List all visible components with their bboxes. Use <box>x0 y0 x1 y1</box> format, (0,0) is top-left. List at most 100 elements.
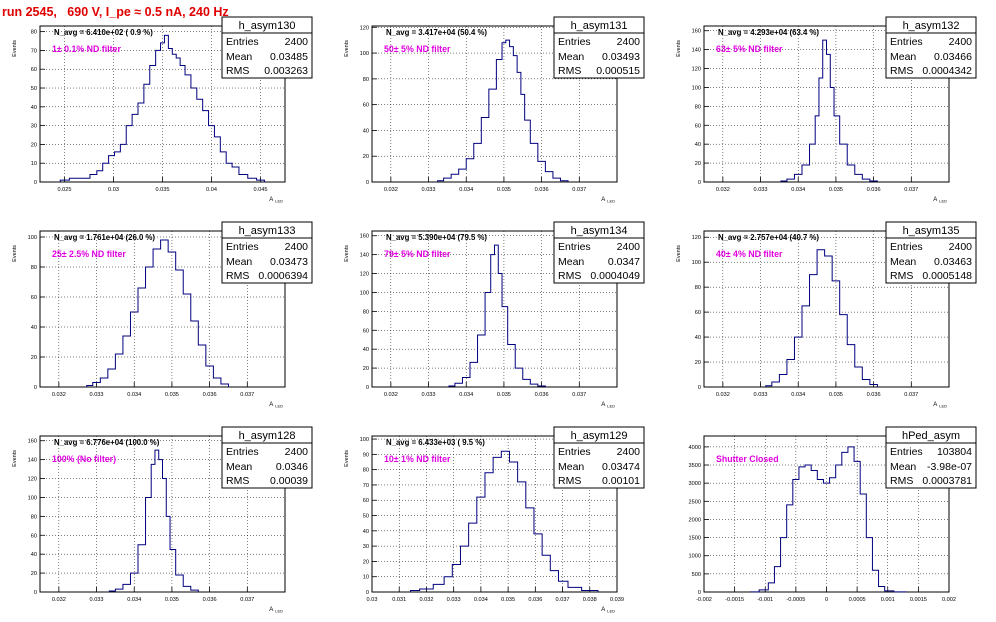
y-tick-label: 40 <box>363 529 369 535</box>
stats-label-mean: Mean <box>558 256 584 268</box>
y-tick-label: 60 <box>695 310 701 316</box>
stats-box: h_asym130 Entries 2400 Mean 0.03485 RMS 0.0032… <box>221 16 313 79</box>
navg-label: N_avg = 6.410e+02 ( 0.9 %) <box>54 28 153 37</box>
stats-label-rms: RMS <box>226 270 249 282</box>
y-tick-label: 160 <box>28 439 37 445</box>
y-tick-label: 160 <box>692 29 701 35</box>
filter-label: 1± 0.1% ND filter <box>52 44 121 54</box>
stats-value-mean: 0.03474 <box>602 461 640 473</box>
x-tick-label: 0.034 <box>791 187 805 193</box>
y-axis-label: Events <box>344 40 350 57</box>
stats-box: h_asym131 Entries 2400 Mean 0.03493 RMS 0.0005… <box>553 16 645 79</box>
x-tick-label: 0.033 <box>90 392 104 398</box>
histogram-name: h_asym134 <box>571 225 628 237</box>
stats-value-mean: 0.0346 <box>276 461 308 473</box>
navg-label: N_avg = 4.293e+04 (63.4 %) <box>718 28 819 37</box>
stats-label-entries: Entries <box>890 241 923 253</box>
stats-label-entries: Entries <box>226 241 259 253</box>
x-tick-label: 0 <box>825 597 828 603</box>
y-tick-label: 1000 <box>689 554 701 560</box>
x-axis-label: A LED <box>601 197 615 204</box>
stats-box-frame <box>221 16 313 79</box>
y-tick-label: 70 <box>31 48 37 54</box>
navg-label: N_avg = 5.390e+04 (79.5 %) <box>386 233 487 242</box>
y-tick-label: 100 <box>28 235 37 241</box>
stats-value-rms: 0.00101 <box>602 475 640 487</box>
y-tick-label: 80 <box>31 514 37 520</box>
x-tick-label: 0.036 <box>203 392 217 398</box>
stats-box-frame <box>553 221 645 284</box>
y-tick-label: 90 <box>363 452 369 458</box>
y-tick-label: 0 <box>698 180 701 186</box>
x-tick-label: 0.036 <box>535 187 549 193</box>
x-tick-label: 0.035 <box>497 187 511 193</box>
x-tick-label: 0.035 <box>501 597 515 603</box>
x-tick-label: 0.04 <box>206 187 217 193</box>
y-tick-label: 0 <box>34 180 37 186</box>
x-tick-label: 0.033 <box>422 392 436 398</box>
histogram-name: h_asym132 <box>903 20 960 32</box>
histogram-name: h_asym128 <box>239 430 296 442</box>
x-axis-label: A LED <box>269 402 283 409</box>
x-tick-label: 0.036 <box>867 392 881 398</box>
stats-value-mean: 0.03473 <box>270 256 308 268</box>
x-tick-label: -0.002 <box>696 597 712 603</box>
y-tick-label: 50 <box>363 514 369 520</box>
stats-label-mean: Mean <box>226 256 252 268</box>
x-tick-label: 0.037 <box>904 392 918 398</box>
stats-box-frame <box>553 16 645 79</box>
stats-value-entries: 2400 <box>617 446 641 458</box>
x-tick-label: 0.039 <box>610 597 624 603</box>
y-tick-label: 120 <box>360 25 369 31</box>
y-tick-label: 60 <box>363 103 369 109</box>
filter-label: 79± 5% ND filter <box>384 249 451 259</box>
y-tick-label: 2500 <box>689 499 701 505</box>
x-tick-label: 0.032 <box>384 392 398 398</box>
x-tick-label: 0.033 <box>754 392 768 398</box>
x-tick-label: 0.037 <box>240 392 254 398</box>
y-tick-label: 100 <box>692 85 701 91</box>
x-tick-label: 0.035 <box>156 187 170 193</box>
navg-label: N_avg = 6.776e+04 (100.0 %) <box>54 438 160 447</box>
stats-label-rms: RMS <box>558 270 581 282</box>
y-tick-label: 0 <box>34 590 37 596</box>
y-tick-label: 0 <box>698 385 701 391</box>
filter-label: 100% (No filter) <box>52 454 116 464</box>
x-tick-label: 0.045 <box>254 187 268 193</box>
stats-label-mean: Mean <box>890 256 916 268</box>
x-tick-label: 0.038 <box>583 597 597 603</box>
filter-label: 10± 1% ND filter <box>384 454 451 464</box>
y-tick-label: 40 <box>31 552 37 558</box>
x-tick-label: 0.035 <box>165 597 179 603</box>
x-tick-label: 0.025 <box>58 187 72 193</box>
y-axis-label: Events <box>676 40 682 57</box>
y-tick-label: 100 <box>28 495 37 501</box>
x-tick-label: 0.002 <box>942 597 956 603</box>
x-tick-label: -0.0015 <box>725 597 744 603</box>
stats-value-mean: 0.03466 <box>934 51 972 63</box>
y-axis-label: Events <box>344 245 350 262</box>
y-tick-label: 120 <box>28 477 37 483</box>
x-tick-label: 0.031 <box>392 597 406 603</box>
navg-label: N_avg = 2.757e+04 (40.7 %) <box>718 233 819 242</box>
x-tick-label: 0.001 <box>881 597 895 603</box>
y-tick-label: 40 <box>695 335 701 341</box>
stats-label-mean: Mean <box>226 461 252 473</box>
y-tick-label: 0 <box>698 590 701 596</box>
x-axis-label-sub: LED <box>275 609 283 614</box>
y-tick-label: 100 <box>360 51 369 57</box>
y-tick-label: 20 <box>31 142 37 148</box>
y-tick-label: 0 <box>34 385 37 391</box>
y-tick-label: 30 <box>31 124 37 130</box>
stats-box-frame <box>553 426 645 489</box>
stats-value-rms: 0.0004342 <box>922 65 972 77</box>
y-tick-label: 140 <box>692 48 701 54</box>
x-axis-label-sub: LED <box>607 609 615 614</box>
stats-box-frame <box>885 221 977 284</box>
x-tick-label: 0.036 <box>203 597 217 603</box>
y-tick-label: 80 <box>363 468 369 474</box>
y-axis-label: Events <box>344 450 350 467</box>
y-tick-label: 20 <box>695 360 701 366</box>
y-tick-label: 40 <box>363 128 369 134</box>
x-tick-label: 0.032 <box>52 392 66 398</box>
